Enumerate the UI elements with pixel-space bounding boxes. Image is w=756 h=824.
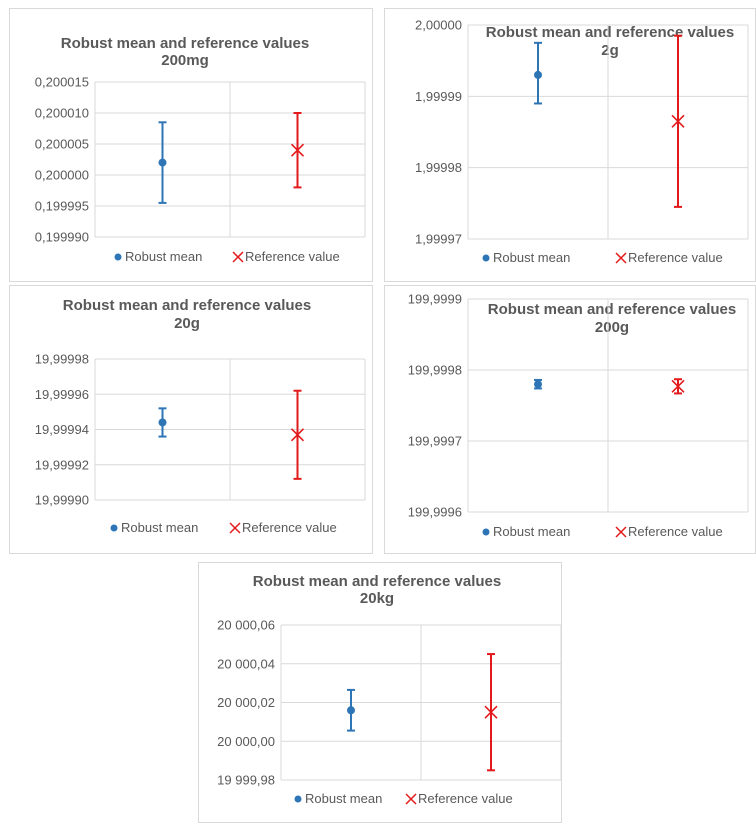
legend-robust-marker-200g [482, 528, 490, 536]
y-tick-label-200g-0: 199,9999 [408, 292, 462, 307]
chart-title-20kg: Robust mean and reference values [253, 573, 501, 590]
chart-panel-2g: Robust mean and reference values 2g 2,0000… [384, 8, 756, 282]
y-tick-label-20kg-3: 20 000,00 [217, 734, 275, 749]
y-tick-label-20g-4: 19,99990 [35, 493, 89, 508]
y-tick-label-20kg-0: 20 000,06 [217, 618, 275, 633]
legend-reference-marker-b-200g [615, 526, 627, 538]
legend-reference-marker-b-2g [615, 252, 627, 264]
legend-robust-label-2g: Robust mean [493, 250, 570, 265]
y-tick-label-20g-1: 19,99996 [35, 387, 89, 402]
y-tick-label-2g-3: 1,99997 [415, 232, 462, 247]
chart-panel-200mg: Robust mean and reference values 200mg 0,2… [9, 8, 373, 282]
chart-subtitle-2g: 2g [601, 42, 619, 59]
y-tick-label-200mg-5: 0,199990 [35, 230, 89, 245]
reference-value-point-b-2g [671, 114, 685, 128]
chart-title-200g: Robust mean and reference values [488, 301, 736, 318]
reference-value-point-b-200mg [290, 143, 305, 157]
y-tick-label-200g-1: 199,9998 [408, 363, 462, 378]
legend-reference-marker-b-20g [229, 522, 241, 534]
y-tick-label-200mg-4: 0,199995 [35, 199, 89, 214]
legend-reference-label-20g: Reference value [242, 520, 337, 535]
reference-value-point-b-20kg [484, 705, 498, 719]
chart-panel-20g: Robust mean and reference values 20g 19,99… [9, 285, 373, 554]
chart-subtitle-20g: 20g [174, 315, 200, 332]
legend-reference-label-200g: Reference value [628, 524, 723, 539]
chart-subtitle-200mg: 200mg [161, 52, 209, 69]
legend-robust-marker-20g [110, 524, 118, 532]
chart-title-20g: Robust mean and reference values [63, 297, 311, 314]
legend-robust-label-200g: Robust mean [493, 524, 570, 539]
chart-panel-200g: Robust mean and reference values 200g 199,… [384, 285, 756, 554]
legend-robust-marker-2g [482, 254, 490, 262]
y-tick-label-20kg-1: 20 000,04 [217, 656, 275, 671]
y-tick-label-200g-3: 199,9996 [408, 505, 462, 520]
legend-robust-label-20g: Robust mean [121, 520, 198, 535]
chart-title-2g: Robust mean and reference values [486, 24, 734, 41]
reference-value-point-b-200g [671, 379, 685, 393]
y-tick-label-200mg-1: 0,200010 [35, 106, 89, 121]
y-tick-label-20g-0: 19,99998 [35, 352, 89, 367]
y-tick-label-200mg-2: 0,200005 [35, 137, 89, 152]
chart-subtitle-200g: 200g [595, 319, 629, 336]
legend-reference-marker-b-200mg [232, 251, 244, 263]
y-tick-label-2g-2: 1,99998 [415, 160, 462, 175]
robust-mean-point-20kg [347, 706, 355, 715]
chart-title-200mg: Robust mean and reference values [61, 35, 309, 52]
y-tick-label-200mg-0: 0,200015 [35, 75, 89, 90]
chart-panel-20kg: Robust mean and reference values 20kg 20 0… [198, 562, 562, 823]
y-tick-label-20g-2: 19,99994 [35, 422, 89, 437]
legend-reference-label-200mg: Reference value [245, 249, 340, 264]
legend-robust-marker-200mg [114, 253, 122, 261]
y-tick-label-2g-0: 2,00000 [415, 18, 462, 33]
y-tick-label-2g-1: 1,99999 [415, 89, 462, 104]
robust-mean-point-200g [534, 380, 542, 389]
legend-reference-marker-b-20kg [405, 793, 417, 805]
legend-robust-label-200mg: Robust mean [125, 249, 202, 264]
robust-mean-point-2g [534, 70, 542, 79]
robust-mean-point-200mg [158, 158, 167, 167]
y-tick-label-20kg-4: 19 999,98 [217, 773, 275, 788]
legend-reference-label-20kg: Reference value [418, 791, 513, 806]
reference-value-point-b-20g [290, 428, 305, 442]
chart-subtitle-20kg: 20kg [360, 590, 394, 607]
y-tick-label-200mg-3: 0,200000 [35, 168, 89, 183]
y-tick-label-20g-3: 19,99992 [35, 457, 89, 472]
y-tick-label-200g-2: 199,9997 [408, 434, 462, 449]
legend-robust-label-20kg: Robust mean [305, 791, 382, 806]
legend-reference-label-2g: Reference value [628, 250, 723, 265]
robust-mean-point-20g [158, 418, 167, 427]
legend-robust-marker-20kg [294, 795, 302, 803]
y-tick-label-20kg-2: 20 000,02 [217, 695, 275, 710]
